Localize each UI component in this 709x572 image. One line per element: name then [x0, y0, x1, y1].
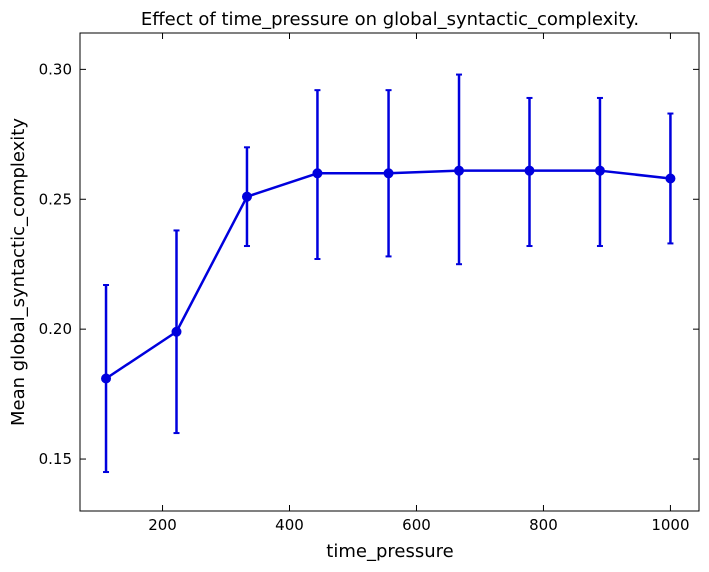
y-tick-label: 0.20 [39, 320, 72, 338]
y-tick-label: 0.30 [39, 60, 72, 78]
data-point [454, 165, 465, 176]
series-group [101, 165, 676, 384]
error-bars [103, 73, 674, 474]
x-tick-label: 800 [529, 516, 558, 534]
data-point [594, 165, 605, 176]
axis-ticks: 200 400 600 800 1000 0.15 0.20 0.25 0.30 [39, 33, 699, 534]
data-point [665, 173, 676, 184]
x-tick-label: 200 [148, 516, 177, 534]
x-axis-label: time_pressure [326, 541, 453, 562]
y-tick-label: 0.15 [39, 450, 72, 468]
y-axis-label: Mean global_syntactic_complexity [8, 118, 29, 426]
data-point [312, 168, 323, 179]
data-point [241, 191, 252, 202]
data-point [171, 326, 182, 337]
x-tick-label: 600 [402, 516, 431, 534]
data-point [383, 168, 394, 179]
chart-title: Effect of time_pressure on global_syntac… [141, 9, 639, 30]
y-tick-label: 0.25 [39, 190, 72, 208]
plot-frame [79, 32, 700, 512]
x-tick-label: 400 [275, 516, 304, 534]
x-tick-label: 1000 [651, 516, 689, 534]
data-point [524, 165, 535, 176]
data-point [101, 373, 112, 384]
